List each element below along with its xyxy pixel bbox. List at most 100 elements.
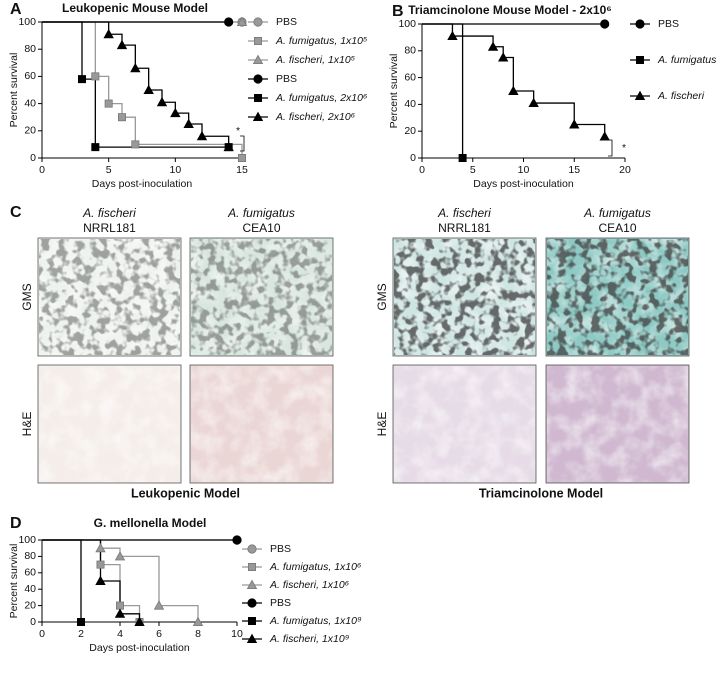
marker — [634, 90, 646, 100]
column-species: A. fischeri — [82, 206, 136, 220]
row-label: H&E — [375, 412, 389, 437]
marker — [196, 130, 208, 141]
marker — [237, 153, 246, 162]
row-label: H&E — [20, 412, 34, 437]
legend-label: A. fischeri, 1x10⁵ — [275, 54, 356, 66]
legend-label: A. fischeri — [657, 90, 705, 102]
panel-label: D — [10, 515, 22, 532]
significance-bracket — [608, 139, 613, 157]
x-tick-label: 10 — [518, 164, 530, 176]
marker — [498, 52, 509, 62]
y-axis-label: Percent survival — [388, 54, 400, 129]
x-tick-label: 8 — [195, 628, 201, 640]
y-axis-label: Percent survival — [8, 53, 20, 128]
marker — [246, 579, 258, 589]
marker — [247, 563, 256, 572]
column-species: A. fumigatus — [583, 206, 651, 220]
x-tick-label: 10 — [169, 164, 181, 176]
marker — [253, 94, 262, 103]
marker — [252, 111, 264, 121]
marker — [246, 633, 258, 643]
x-tick-label: 0 — [39, 628, 45, 640]
column-strain: CEA10 — [598, 221, 636, 235]
legend-label: PBS — [276, 16, 297, 28]
marker — [95, 542, 106, 553]
marker — [247, 598, 257, 608]
marker — [447, 30, 458, 41]
marker — [253, 74, 263, 84]
x-tick-label: 0 — [419, 164, 425, 176]
marker — [78, 75, 87, 84]
marker — [253, 17, 263, 27]
x-tick-label: 0 — [39, 164, 45, 176]
x-tick-label: 15 — [236, 164, 248, 176]
chart-title: Triamcinolone Mouse Model - 2x10⁶ — [408, 3, 612, 17]
marker — [636, 56, 645, 65]
y-tick-label: 60 — [24, 567, 36, 579]
y-tick-label: 40 — [404, 98, 416, 110]
y-tick-label: 100 — [398, 18, 416, 30]
marker — [635, 19, 645, 29]
marker — [103, 28, 114, 39]
panel-label: A — [10, 1, 22, 18]
fungal-stain — [191, 239, 332, 355]
marker — [252, 54, 264, 64]
fungal-stain — [547, 239, 688, 355]
column-species: A. fischeri — [437, 206, 491, 220]
legend-label: A. fischeri, 2x10⁶ — [275, 111, 356, 123]
marker — [153, 600, 165, 610]
marker — [143, 84, 154, 94]
row-label: GMS — [375, 283, 389, 310]
marker — [599, 131, 610, 141]
chart-title: G. mellonella Model — [94, 516, 207, 530]
y-tick-label: 0 — [30, 616, 36, 628]
marker — [232, 535, 242, 545]
survival-line — [422, 23, 464, 158]
x-tick-label: 15 — [568, 164, 580, 176]
marker — [116, 601, 125, 610]
column-strain: NRRL181 — [83, 221, 136, 235]
y-tick-label: 40 — [24, 97, 36, 109]
y-tick-label: 20 — [24, 599, 36, 611]
y-tick-label: 20 — [24, 125, 36, 137]
survival-line — [42, 21, 243, 158]
marker — [247, 617, 256, 626]
tissue-texture — [39, 366, 180, 482]
y-tick-label: 60 — [24, 70, 36, 82]
marker — [183, 118, 194, 128]
marker — [223, 141, 234, 152]
x-tick-label: 20 — [619, 164, 631, 176]
y-tick-label: 60 — [404, 71, 416, 83]
panel-label: C — [10, 204, 22, 221]
y-tick-label: 80 — [404, 45, 416, 57]
marker — [528, 97, 539, 108]
legend-label: PBS — [270, 543, 291, 555]
marker — [104, 99, 113, 108]
marker — [192, 616, 204, 626]
marker — [247, 544, 257, 554]
y-tick-label: 20 — [404, 125, 416, 137]
legend-label: A. fischeri, 1x10⁶ — [269, 579, 350, 591]
x-tick-label: 10 — [231, 628, 243, 640]
legend-label: PBS — [658, 18, 679, 30]
tissue-texture — [394, 366, 535, 482]
legend-label: A. fumigatus, 2x10⁶ — [275, 92, 368, 104]
tissue-texture — [191, 366, 332, 482]
row-label: GMS — [20, 283, 34, 310]
survival-line — [42, 539, 82, 622]
legend-label: PBS — [270, 597, 291, 609]
x-tick-label: 6 — [156, 628, 162, 640]
significance-bracket — [240, 135, 245, 152]
marker — [118, 113, 127, 122]
marker — [95, 575, 106, 585]
marker — [96, 560, 105, 569]
x-axis-label: Days post-inoculation — [92, 178, 193, 190]
marker — [134, 616, 145, 626]
survival-line — [42, 539, 141, 622]
group-label: Triamcinolone Model — [479, 486, 603, 500]
marker — [458, 153, 467, 162]
marker — [116, 39, 128, 50]
marker — [114, 551, 126, 561]
